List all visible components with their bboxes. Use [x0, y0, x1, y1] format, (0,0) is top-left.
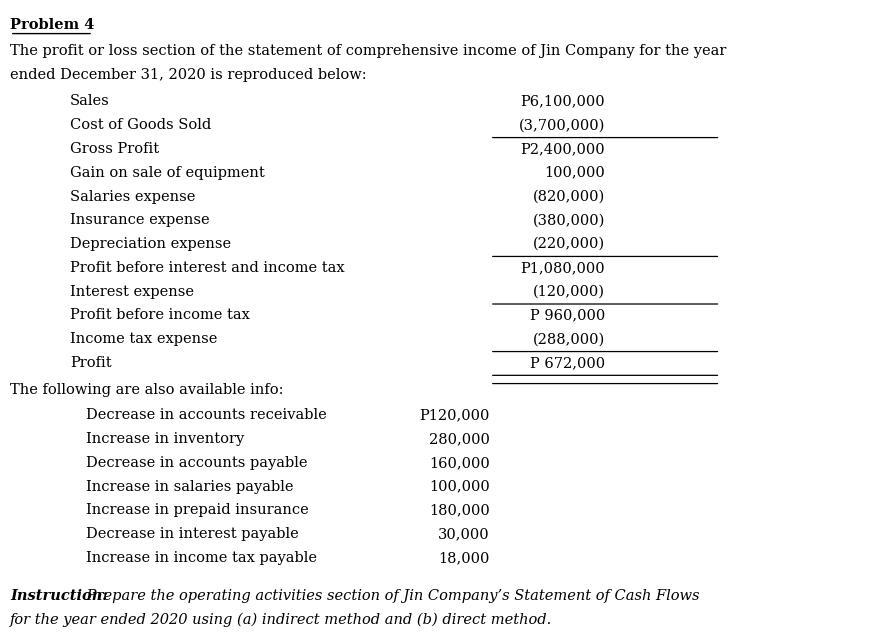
- Text: Decrease in interest payable: Decrease in interest payable: [86, 527, 299, 541]
- Text: Gain on sale of equipment: Gain on sale of equipment: [70, 166, 265, 180]
- Text: (820,000): (820,000): [533, 190, 605, 204]
- Text: (380,000): (380,000): [533, 213, 605, 228]
- Text: Profit before income tax: Profit before income tax: [70, 308, 250, 323]
- Text: Sales: Sales: [70, 94, 110, 108]
- Text: (120,000): (120,000): [533, 285, 605, 299]
- Text: P 672,000: P 672,000: [530, 356, 605, 370]
- Text: Income tax expense: Income tax expense: [70, 332, 217, 346]
- Text: Instruction:: Instruction:: [10, 588, 107, 603]
- Text: Interest expense: Interest expense: [70, 285, 194, 299]
- Text: Salaries expense: Salaries expense: [70, 190, 195, 204]
- Text: Decrease in accounts payable: Decrease in accounts payable: [86, 456, 308, 470]
- Text: 180,000: 180,000: [429, 503, 490, 517]
- Text: 160,000: 160,000: [429, 456, 490, 470]
- Text: Gross Profit: Gross Profit: [70, 142, 159, 156]
- Text: (3,700,000): (3,700,000): [519, 119, 605, 133]
- Text: Insurance expense: Insurance expense: [70, 213, 209, 228]
- Text: 100,000: 100,000: [429, 479, 490, 494]
- Text: Increase in income tax payable: Increase in income tax payable: [86, 551, 317, 565]
- Text: P1,080,000: P1,080,000: [521, 261, 605, 275]
- Text: Problem 4: Problem 4: [10, 18, 94, 32]
- Text: Cost of Goods Sold: Cost of Goods Sold: [70, 119, 211, 133]
- Text: The profit or loss section of the statement of comprehensive income of Jin Compa: The profit or loss section of the statem…: [10, 44, 726, 58]
- Text: 100,000: 100,000: [544, 166, 605, 180]
- Text: Decrease in accounts receivable: Decrease in accounts receivable: [86, 408, 327, 422]
- Text: Increase in salaries payable: Increase in salaries payable: [86, 479, 294, 494]
- Text: Profit before interest and income tax: Profit before interest and income tax: [70, 261, 344, 275]
- Text: Prepare the operating activities section of Jin Company’s Statement of Cash Flow: Prepare the operating activities section…: [82, 588, 700, 603]
- Text: 30,000: 30,000: [439, 527, 490, 541]
- Text: ended December 31, 2020 is reproduced below:: ended December 31, 2020 is reproduced be…: [10, 68, 366, 82]
- Text: (288,000): (288,000): [533, 332, 605, 346]
- Text: P 960,000: P 960,000: [530, 308, 605, 323]
- Text: P6,100,000: P6,100,000: [521, 94, 605, 108]
- Text: P2,400,000: P2,400,000: [521, 142, 605, 156]
- Text: P120,000: P120,000: [419, 408, 490, 422]
- Text: Increase in prepaid insurance: Increase in prepaid insurance: [86, 503, 310, 517]
- Text: The following are also available info:: The following are also available info:: [10, 383, 283, 397]
- Text: (220,000): (220,000): [533, 237, 605, 251]
- Text: Profit: Profit: [70, 356, 112, 370]
- Text: 280,000: 280,000: [429, 432, 490, 446]
- Text: Increase in inventory: Increase in inventory: [86, 432, 245, 446]
- Text: for the year ended 2020 using (a) indirect method and (b) direct method.: for the year ended 2020 using (a) indire…: [10, 612, 552, 627]
- Text: 18,000: 18,000: [439, 551, 490, 565]
- Text: Depreciation expense: Depreciation expense: [70, 237, 231, 251]
